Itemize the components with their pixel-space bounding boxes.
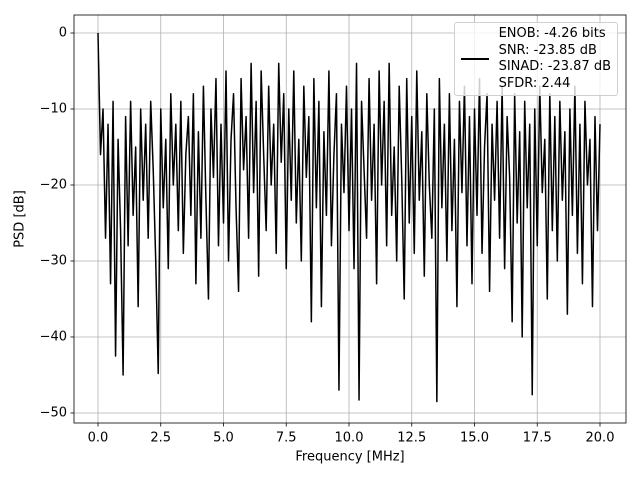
y-tick-label: −50: [40, 405, 67, 420]
legend: ENOB: -4.26 bits SNR: -23.85 dB SINAD: -…: [453, 22, 618, 96]
x-tick-label: 7.5: [276, 431, 297, 446]
x-tick-label: 17.5: [523, 431, 552, 446]
legend-handle: [460, 58, 489, 60]
x-tick-label: 20.0: [586, 431, 615, 446]
y-tick-label: −20: [40, 177, 67, 192]
line-series: [97, 32, 601, 403]
x-tick-label: 2.5: [150, 431, 171, 446]
y-tick-label: −10: [40, 102, 67, 117]
x-tick-label: 5.0: [213, 431, 234, 446]
x-axis-label: Frequency [MHz]: [295, 450, 404, 465]
y-tick-label: 0: [59, 26, 67, 41]
x-tick-label: 15.0: [460, 431, 489, 446]
y-tick-label: −40: [40, 329, 67, 344]
plot-frame: [73, 14, 627, 424]
x-tick-label: 10.0: [335, 431, 364, 446]
y-axis-label: PSD [dB]: [13, 190, 28, 248]
y-tick-label: −30: [40, 253, 67, 268]
x-tick-label: 12.5: [397, 431, 426, 446]
x-tick-label: 0.0: [88, 431, 109, 446]
legend-label: ENOB: -4.26 bits SNR: -23.85 dB SINAD: -…: [498, 26, 611, 91]
